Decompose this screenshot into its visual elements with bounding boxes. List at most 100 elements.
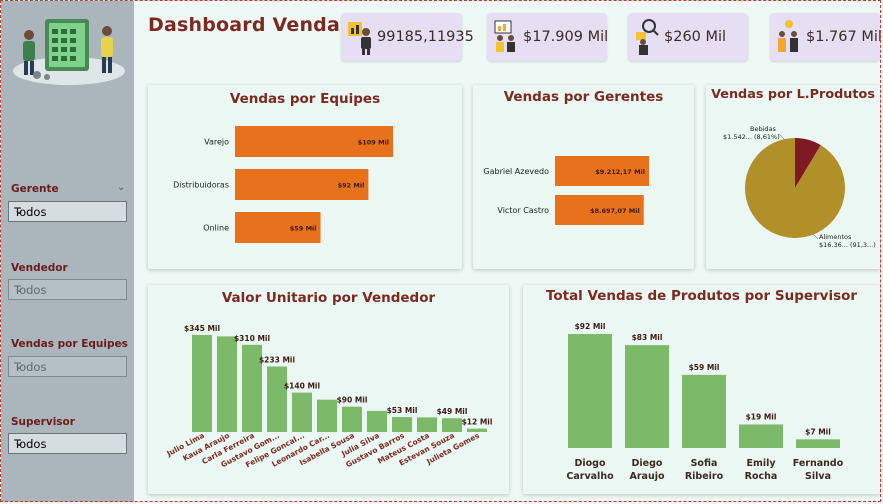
chart-card-equipes: Vendas por Equipes Varejo $109 Mil Distrib… xyxy=(148,85,462,269)
category-label: Carvalho xyxy=(566,471,614,482)
category-label: Araujo xyxy=(630,471,665,482)
bar[interactable] xyxy=(235,212,321,243)
data-label: $92 Mil xyxy=(338,182,365,190)
bar[interactable] xyxy=(796,439,840,448)
chevron-down-icon: ⌄ xyxy=(14,435,25,449)
data-label: $8.697,07 Mil xyxy=(590,207,640,215)
slice-name: Alimentos xyxy=(819,233,852,241)
chart-title: Vendas por Equipes xyxy=(229,91,381,107)
data-label: $109 Mil xyxy=(358,139,389,147)
chart-card-vendedor: Valor Unitario por Vendedor $345 Mil Juli… xyxy=(148,285,509,494)
category-label: Fernando xyxy=(793,458,844,469)
leader-line xyxy=(778,133,787,142)
bar[interactable] xyxy=(317,399,337,432)
chart-card-supervisor: Total Vendas de Produtos por Supervisor … xyxy=(523,285,880,494)
chevron-down-icon: ⌄ xyxy=(14,203,25,217)
bar-chart-supervisor: $92 Mil Diogo Carvalho $83 Mil Diego Araujo $5… xyxy=(566,322,844,482)
logo-illustration xyxy=(13,19,125,85)
bar[interactable] xyxy=(192,335,212,432)
kpi-card[interactable]: $17.909 Mil xyxy=(487,13,608,61)
category-label: Rocha xyxy=(745,471,778,482)
chevron-down-icon: ⌄ xyxy=(14,281,25,295)
data-label: $59 Mil xyxy=(689,363,720,372)
data-label: $310 Mil xyxy=(234,334,270,343)
data-label: $19 Mil xyxy=(746,412,777,421)
dropdown-value: Todos xyxy=(14,205,47,219)
data-label: $53 Mil xyxy=(387,406,418,415)
category-label: Online xyxy=(203,224,229,233)
gerente-dropdown[interactable]: Todos ⌄ xyxy=(8,201,127,222)
chart-title: Vendas por L.Produtos xyxy=(711,87,875,102)
data-label: $140 Mil xyxy=(284,382,320,391)
bar[interactable] xyxy=(682,374,726,448)
data-label: $12 Mil xyxy=(462,418,493,427)
kpi-value: $1.767 Mil xyxy=(806,29,882,45)
leader-line xyxy=(811,232,819,240)
bar-chart-equipes: Varejo $109 Mil Distribuidoras $92 Mil Onlin… xyxy=(173,126,393,243)
pie-slice[interactable] xyxy=(795,138,821,188)
data-label: $59 Mil xyxy=(290,225,317,233)
filter-label: Gerente xyxy=(11,183,59,195)
bar[interactable] xyxy=(292,392,312,432)
bar[interactable] xyxy=(235,169,369,200)
vendas-equipes-dropdown[interactable]: Todos ⌄ xyxy=(8,356,127,377)
filter-sidebar: Gerente ⌄ Todos ⌄ Vendedor Todos ⌄ Venda… xyxy=(1,1,134,502)
bar[interactable] xyxy=(568,334,612,448)
dropdown-value: Todos xyxy=(14,283,47,297)
slice-label: $1.542... (8,61%) xyxy=(723,133,780,141)
chart-title: Total Vendas de Produtos por Supervisor xyxy=(545,288,858,304)
bar[interactable] xyxy=(392,417,412,432)
bar[interactable] xyxy=(442,418,462,432)
chevron-down-icon: ⌄ xyxy=(14,358,25,372)
data-label: $7 Mil xyxy=(805,427,831,436)
category-label: Silva xyxy=(805,471,831,482)
category-label: Victor Castro xyxy=(497,206,549,215)
dropdown-value: Todos xyxy=(14,360,47,374)
category-label: Sofia xyxy=(691,458,718,469)
slice-name: Bebidas xyxy=(750,125,776,133)
category-label: Varejo xyxy=(204,138,229,147)
bar[interactable] xyxy=(235,126,393,157)
chevron-down-icon[interactable]: ⌄ xyxy=(117,337,126,348)
bar[interactable] xyxy=(267,366,287,432)
people-with-money-icon xyxy=(776,18,802,56)
bar[interactable] xyxy=(555,156,649,186)
bar[interactable] xyxy=(555,195,644,225)
bar[interactable] xyxy=(467,428,487,432)
data-label: $92 Mil xyxy=(575,322,606,331)
chart-card-gerentes: Vendas por Gerentes Gabriel Azevedo $9.21… xyxy=(473,85,694,269)
analyst-magnifier-icon xyxy=(634,18,660,56)
category-label: Distribuidoras xyxy=(173,181,229,190)
supervisor-dropdown[interactable]: Todos ⌄ xyxy=(8,433,127,454)
bar[interactable] xyxy=(342,406,362,432)
filter-label: Vendedor xyxy=(11,262,68,274)
bar-chart-gerentes: Gabriel Azevedo $9.212,17 Mil Victor Castr… xyxy=(483,156,649,225)
bar[interactable] xyxy=(242,344,262,432)
pie-slice[interactable] xyxy=(745,138,845,238)
bar[interactable] xyxy=(625,345,669,448)
category-label: Emily xyxy=(746,458,776,469)
kpi-card[interactable]: $1.767 Mil xyxy=(770,13,882,61)
team-presentation-icon xyxy=(493,18,519,56)
slice-label: $16.36... (91,3...) xyxy=(819,241,876,249)
kpi-card[interactable]: $260 Mil xyxy=(628,13,748,61)
chevron-down-icon[interactable]: ⌄ xyxy=(117,182,126,193)
data-label: $83 Mil xyxy=(632,333,663,342)
category-label: Gabriel Azevedo xyxy=(483,167,549,176)
bar[interactable] xyxy=(739,424,783,448)
chart-title: Valor Unitario por Vendedor xyxy=(221,290,436,306)
bar[interactable] xyxy=(217,336,237,432)
pie-chart-produtos: Bebidas$1.542... (8,61%) Alimentos$16.36.… xyxy=(723,125,876,249)
data-label: $90 Mil xyxy=(337,396,368,405)
filter-label: Vendas por Equipes xyxy=(11,338,128,350)
category-label: Diego xyxy=(632,458,663,469)
filter-label: Supervisor xyxy=(11,416,75,428)
vendedor-dropdown[interactable]: Todos ⌄ xyxy=(8,279,127,300)
bar[interactable] xyxy=(367,410,387,432)
data-label: $9.212,17 Mil xyxy=(595,168,645,176)
chart-card-produtos: Vendas por L.Produtos Bebidas $1.542... (… xyxy=(706,85,880,269)
bar[interactable] xyxy=(417,417,437,432)
kpi-card[interactable]: 99185,11935 xyxy=(341,13,474,61)
data-label: $49 Mil xyxy=(437,407,468,416)
